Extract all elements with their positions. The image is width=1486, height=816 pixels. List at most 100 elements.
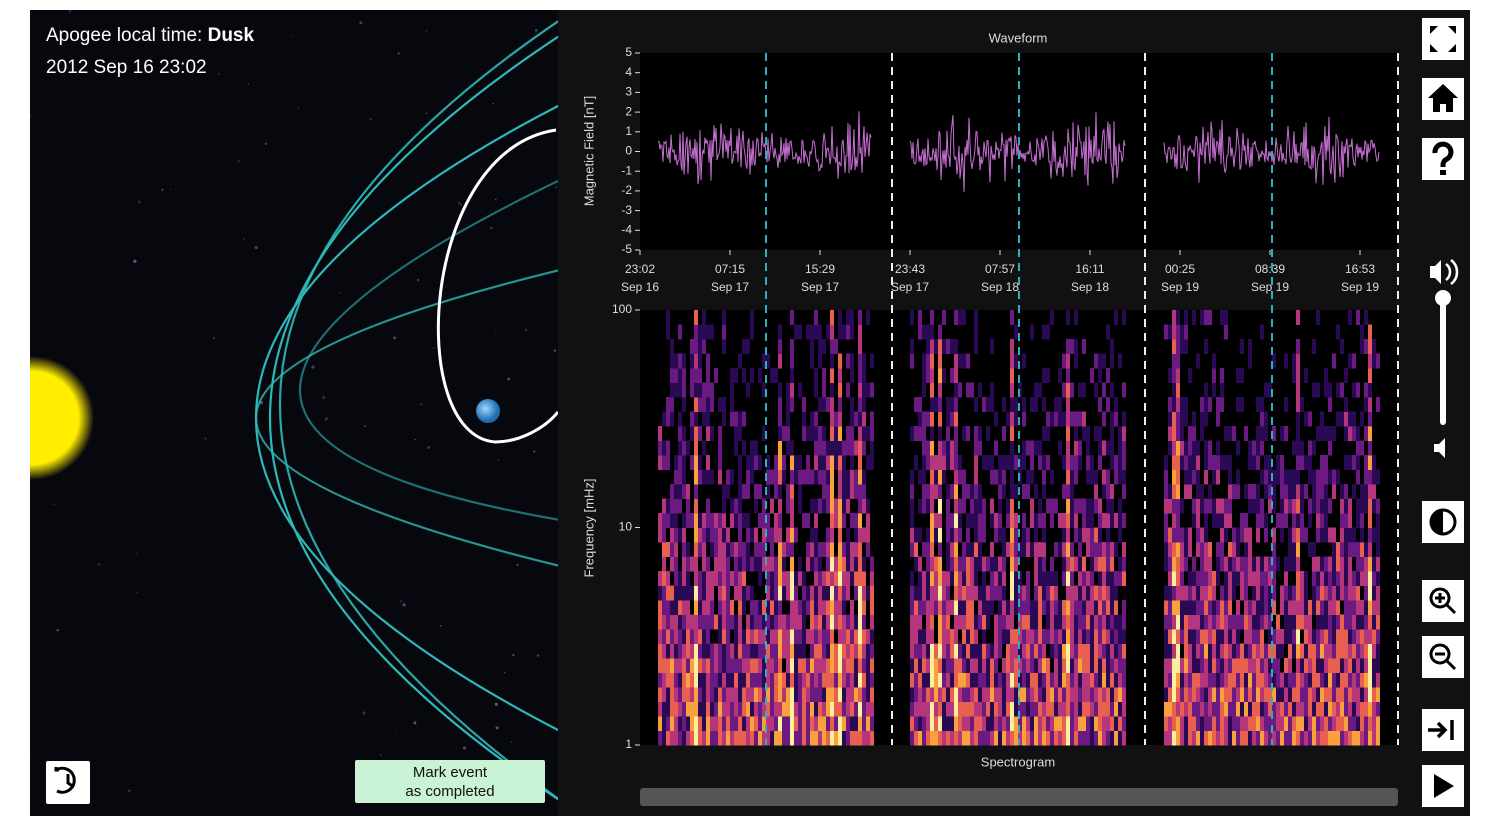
home-button[interactable] [1422,78,1464,120]
jump-end-button[interactable] [1422,709,1464,751]
spectrogram-cell [674,600,678,615]
spectrogram-cell [1220,731,1224,746]
spectrogram-cell [1038,644,1042,659]
spectrogram-cell [934,528,938,543]
spectrogram-cell [1376,470,1380,485]
spectrogram-cell [942,441,946,456]
spectrogram-cell [1260,600,1264,615]
spectrogram-cell [798,615,802,630]
spectrogram-cell [982,673,986,688]
spectrogram-cell [862,368,866,383]
spectrogram-cell [1066,441,1070,456]
spectrogram-cell [1220,716,1224,731]
spectrogram-cell [846,571,850,586]
spectrogram-cell [1078,571,1082,586]
spectrogram-cell [662,731,666,746]
spectrogram-cell [1058,542,1062,557]
spectrogram-cell [1292,484,1296,499]
spectrogram-cell [1248,455,1252,470]
spectrogram-cell [1026,586,1030,601]
spectrogram-cell [962,354,966,369]
spectrogram-cell [1316,658,1320,673]
spectrogram-cell [1288,600,1292,615]
spectrogram-cell [1320,644,1324,659]
spectrogram-cell [850,557,854,572]
spectrogram-cell [818,629,822,644]
spectrogram-cell [730,513,734,528]
spectrogram-cell [798,325,802,340]
spectrogram-cell [1244,571,1248,586]
scrollbar[interactable] [640,788,1398,806]
spectrogram-cell [718,658,722,673]
zoom-in-button[interactable] [1422,580,1464,622]
spectrogram-cell [1376,557,1380,572]
spectrogram-cell [1118,716,1122,731]
spectrogram-cell [686,673,690,688]
spectrogram-cell [738,731,742,746]
star [533,450,535,452]
spectrogram-cell [938,658,942,673]
spectrogram-cell [1164,731,1168,746]
spectrogram-cell [1228,731,1232,746]
spectrogram-cell [822,702,826,717]
spectrogram-cell [1340,615,1344,630]
spectrogram-cell [1066,542,1070,557]
zoom-out-button[interactable] [1422,636,1464,678]
spectrogram-cell [1356,455,1360,470]
mark-event-button[interactable]: Mark event as completed [355,760,545,803]
spectrogram-cell [1090,702,1094,717]
play-button[interactable] [1422,765,1464,807]
help-button[interactable] [1422,138,1464,180]
spectrogram-cell [1022,702,1026,717]
spectrogram-cell [770,702,774,717]
spectrogram-cell [1240,513,1244,528]
spectrogram-cell [670,644,674,659]
spectrogram-cell [1332,673,1336,688]
spectrogram-cell [670,702,674,717]
spectrogram-cell [802,426,806,441]
spectrogram-cell [914,687,918,702]
spectrogram-cell [742,557,746,572]
spectrogram-cell [1356,586,1360,601]
contrast-button[interactable] [1422,501,1464,543]
spectrogram-cell [1308,542,1312,557]
spectrogram-cell [1102,687,1106,702]
spectrogram-cell [858,731,862,746]
spectrogram-cell [662,673,666,688]
spectrogram-cell [678,412,682,427]
spectrogram-cell [994,441,998,456]
spectrogram-cell [670,600,674,615]
spectrogram-cell [818,441,822,456]
spectrogram-cell [970,383,974,398]
fullscreen-button[interactable] [1422,18,1464,60]
spectrogram-cell [1332,557,1336,572]
spectrogram-cell [1348,600,1352,615]
star [243,238,245,240]
spectrogram-cell [866,528,870,543]
spectrogram-cell [1344,629,1348,644]
spectrogram-cell [946,426,950,441]
spectrogram-cell [1204,716,1208,731]
spectrogram-cell [822,339,826,354]
spectrogram-cell [1252,673,1256,688]
spectrogram-cell [1038,383,1042,398]
spectrogram-cell [842,644,846,659]
spectrogram-cell [1236,441,1240,456]
spectrogram-cell [1240,339,1244,354]
spectrogram-cell [1204,383,1208,398]
spectrogram-cell [1340,499,1344,514]
history-button[interactable] [46,761,90,804]
spectrogram-cell [1296,557,1300,572]
spectrogram-cell [1252,571,1256,586]
spectrogram-cell [862,426,866,441]
spectrogram-cell [730,615,734,630]
spectrogram-cell [838,571,842,586]
spectrogram-cell [1172,383,1176,398]
spectrogram-cell [1172,528,1176,543]
spectrogram-cell [1002,716,1006,731]
spectrogram-cell [946,687,950,702]
spectrogram-cell [1324,484,1328,499]
spectrogram-cell [1316,687,1320,702]
spectrogram-cell [1300,658,1304,673]
spectrogram-cell [846,658,850,673]
